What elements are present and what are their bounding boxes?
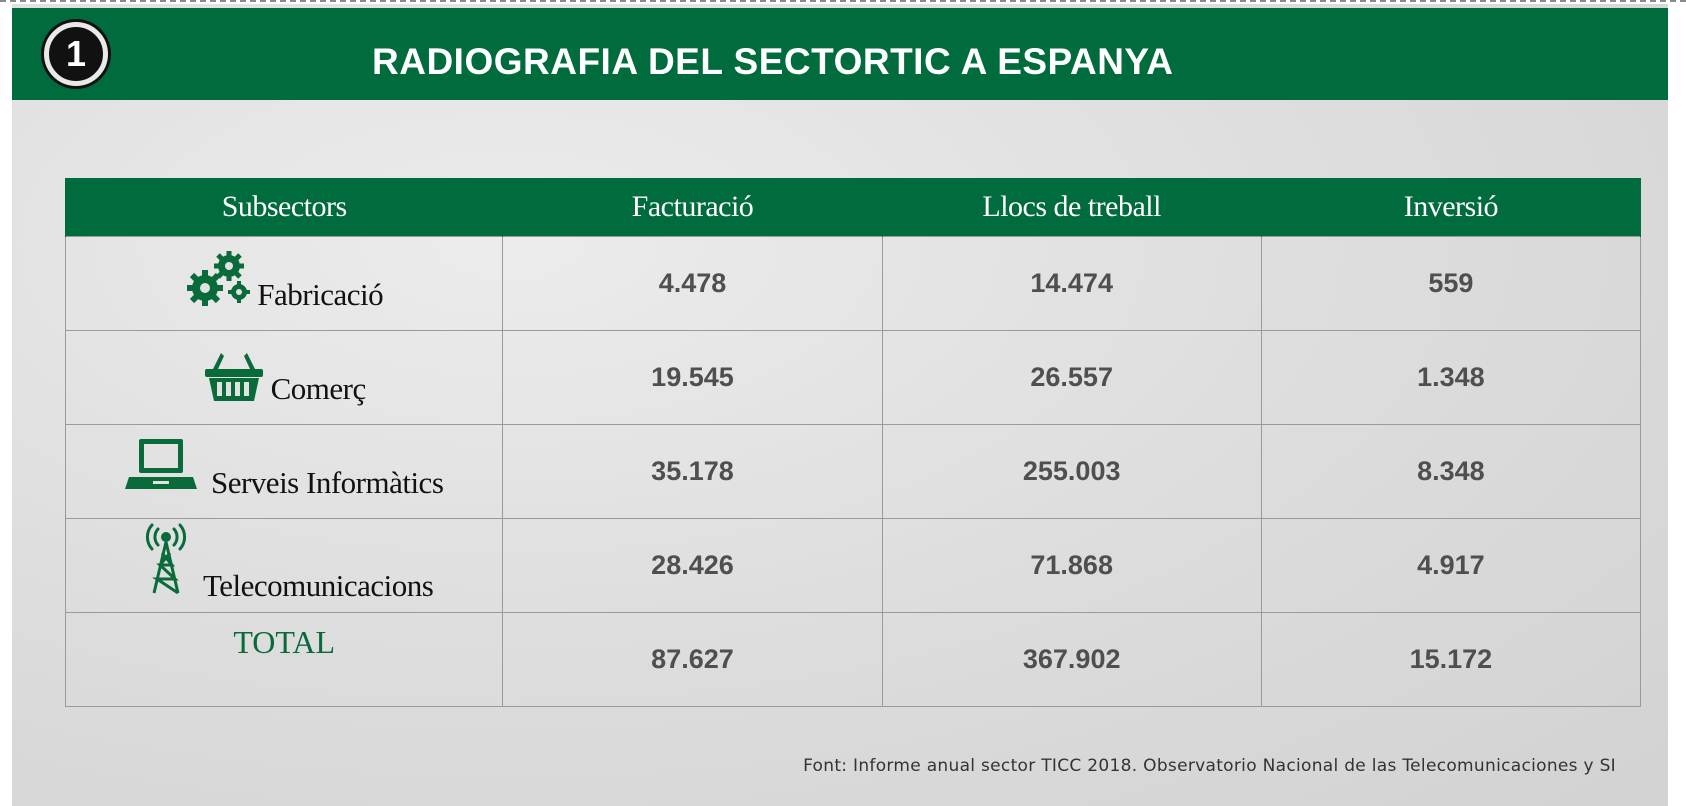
total-llocs-value: 367.902 [881, 612, 1262, 707]
table-row: Fabricació 4.478 14.474 559 [64, 236, 1642, 331]
subsector-label: Comerç [270, 370, 367, 406]
subsector-label: Fabricació [257, 276, 384, 312]
inversio-value: 4.917 [1260, 518, 1642, 613]
inversio-value: 559 [1260, 236, 1642, 331]
column-header-inversio: Inversió [1260, 178, 1642, 237]
table-row-total: TOTAL 87.627 367.902 15.172 [64, 612, 1642, 707]
table-row: Serveis Informàtics 35.178 255.003 8.348 [64, 424, 1642, 519]
antenna-tower-icon [135, 523, 197, 595]
subsector-cell: Comerç [64, 330, 504, 425]
column-header-subsectors: Subsectors [64, 178, 504, 237]
number-badge: 1 [44, 22, 108, 86]
llocs-value: 26.557 [881, 330, 1262, 425]
page-title: RADIOGRAFIA DEL SECTORTIC A ESPANYA [372, 41, 1174, 82]
column-header-llocs: Llocs de treball [881, 178, 1262, 237]
inversio-value: 8.348 [1260, 424, 1642, 519]
sector-table: Subsectors Facturació Llocs de treball I… [64, 178, 1642, 707]
table-header-row: Subsectors Facturació Llocs de treball I… [64, 178, 1642, 237]
facturacio-value: 19.545 [502, 330, 883, 425]
title-banner: 1 RADIOGRAFIA DEL SECTORTIC A ESPANYA [12, 8, 1668, 100]
laptop-icon [124, 437, 197, 491]
llocs-value: 71.868 [881, 518, 1262, 613]
inversio-value: 1.348 [1260, 330, 1642, 425]
subsector-cell: Fabricació [64, 236, 504, 331]
facturacio-value: 4.478 [502, 236, 883, 331]
table-row: Comerç 19.545 26.557 1.348 [64, 330, 1642, 425]
llocs-value: 14.474 [881, 236, 1262, 331]
llocs-value: 255.003 [881, 424, 1262, 519]
total-facturacio-value: 87.627 [502, 612, 883, 707]
gears-icon [185, 248, 251, 310]
subsector-label: Serveis Informàtics [210, 464, 444, 500]
facturacio-value: 28.426 [502, 518, 883, 613]
total-cell: TOTAL [64, 612, 504, 707]
infographic-canvas: 1 RADIOGRAFIA DEL SECTORTIC A ESPANYA Su… [12, 4, 1668, 806]
total-inversio-value: 15.172 [1260, 612, 1642, 707]
column-header-facturacio: Facturació [502, 178, 883, 237]
facturacio-value: 35.178 [502, 424, 883, 519]
source-note: Font: Informe anual sector TICC 2018. Ob… [803, 756, 1616, 776]
subsector-cell: Telecomunicacions [64, 518, 504, 613]
total-label: TOTAL [233, 624, 336, 660]
subsector-label: Telecomunicacions [203, 567, 434, 603]
basket-icon [203, 347, 265, 403]
table-row: Telecomunicacions 28.426 71.868 4.917 [64, 518, 1642, 613]
subsector-cell: Serveis Informàtics [64, 424, 504, 519]
